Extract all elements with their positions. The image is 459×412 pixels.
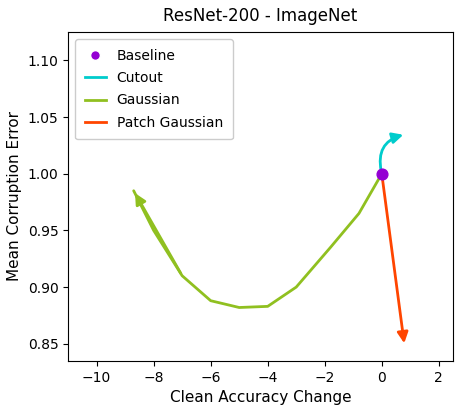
- Y-axis label: Mean Corruption Error: Mean Corruption Error: [7, 111, 22, 281]
- Title: ResNet-200 - ImageNet: ResNet-200 - ImageNet: [163, 7, 357, 25]
- Legend: Baseline, Cutout, Gaussian, Patch Gaussian: Baseline, Cutout, Gaussian, Patch Gaussi…: [75, 39, 232, 139]
- X-axis label: Clean Accuracy Change: Clean Accuracy Change: [169, 390, 351, 405]
- Point: [377, 171, 385, 177]
